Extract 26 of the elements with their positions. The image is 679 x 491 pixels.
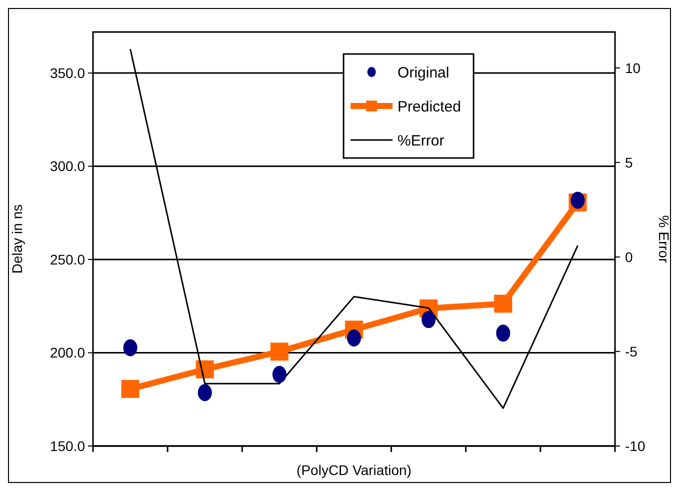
y2-tick-label: -10 — [625, 438, 646, 454]
point — [123, 339, 138, 356]
legend-label: Predicted — [398, 98, 461, 116]
point — [198, 384, 212, 402]
point — [121, 380, 140, 398]
point — [494, 294, 512, 313]
point — [347, 330, 361, 347]
y2-tick-label: 0 — [625, 248, 633, 265]
point — [496, 324, 510, 342]
x-axis-title: (PolyCD Variation) — [296, 462, 412, 478]
y2-axis-title: % Error — [656, 215, 672, 264]
point — [270, 342, 288, 361]
y-tick-label: 150.0 — [50, 438, 86, 454]
y-tick-label: 250.0 — [50, 251, 86, 268]
point — [196, 360, 214, 378]
y-tick-label: 350.0 — [50, 64, 86, 81]
point — [272, 366, 286, 383]
y-tick-label: 200.0 — [50, 344, 86, 361]
legend-label: Original — [398, 64, 450, 82]
point — [422, 311, 436, 328]
y2-tick-label: 5 — [625, 154, 633, 170]
y2-tick-label: -5 — [625, 343, 638, 360]
y2-tick-label: 10 — [625, 60, 641, 76]
y-tick-label: 300.0 — [50, 158, 86, 174]
legend-label: %Error — [398, 132, 444, 150]
y-axis-title: Delay in ns — [9, 204, 25, 274]
